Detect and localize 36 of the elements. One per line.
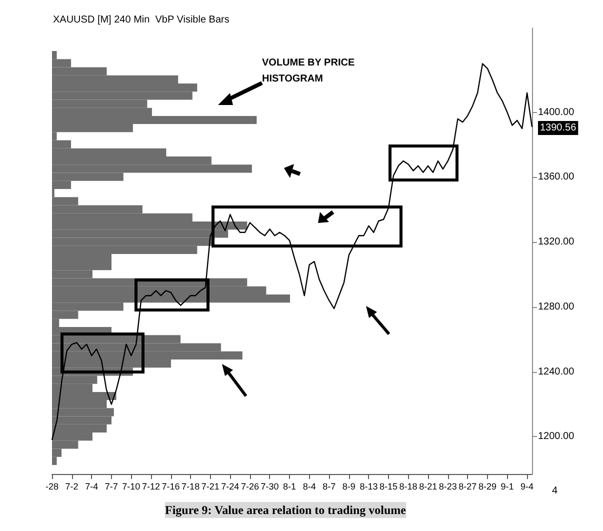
x-tick-label: 7-2 xyxy=(65,482,78,492)
text: 1390.56 xyxy=(540,122,577,134)
x-tick-label: 7-26 xyxy=(240,482,259,492)
x-tick-label: 9-4 xyxy=(520,482,534,492)
x-tick-label: 7-16 xyxy=(162,482,180,492)
y-tick-label: 1240.00 xyxy=(538,366,575,378)
x-tick-label: 8-4 xyxy=(302,482,316,492)
x-tick-label: 7-4 xyxy=(85,482,98,492)
x-tick-label: 9-1 xyxy=(500,482,514,492)
x-tick-label: 7-10 xyxy=(122,482,140,492)
x-tick-label: 8-13 xyxy=(360,482,378,492)
y-tick-label: 1320.00 xyxy=(538,236,575,248)
x-tick-label: 8-21 xyxy=(419,482,438,492)
x-tick-label: -28 xyxy=(45,482,59,492)
caption: Figure 9: Value area relation to trading volume xyxy=(165,503,407,517)
chart-title: XAUUSD [M] 240 Min VbP Visible Bars xyxy=(53,14,230,26)
x-tick-label: 8-23 xyxy=(438,482,457,492)
annotation: VOLUME BY PRICE HISTOGRAM xyxy=(262,58,355,84)
x-tick-label: 8-9 xyxy=(342,482,356,492)
y-tick-label: 1360.00 xyxy=(538,172,575,183)
x-tick-label: 8-18 xyxy=(399,482,418,492)
x-tick-label: 8-7 xyxy=(322,482,336,492)
x-tick-label: 7-30 xyxy=(260,482,279,492)
x-tick-label: 8-27 xyxy=(458,482,477,492)
x-tick-label: 7-18 xyxy=(182,482,200,492)
y-tick-label: 1280.00 xyxy=(538,301,575,312)
y-tick-label: 1200.00 xyxy=(538,431,575,442)
x-tick-label: 8-1 xyxy=(283,482,296,492)
x-tick-label: 7-12 xyxy=(142,482,160,492)
text: 4 xyxy=(552,486,558,496)
x-tick-label: 7-21 xyxy=(201,482,220,492)
x-tick-label: 8-15 xyxy=(379,482,398,492)
x-tick-label: 7-24 xyxy=(221,482,240,492)
x-tick-label: 7-7 xyxy=(104,482,118,492)
y-tick-label: 1400.00 xyxy=(538,106,575,118)
x-tick-label: 8-29 xyxy=(478,482,496,492)
